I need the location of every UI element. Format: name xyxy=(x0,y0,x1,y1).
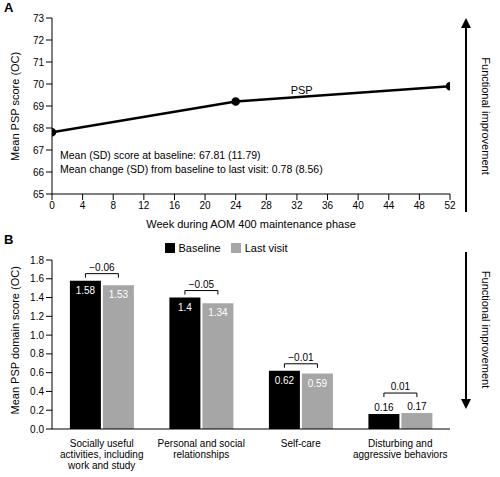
html-text:B: B xyxy=(4,232,14,247)
svg-text:Disturbing andaggressive behav: Disturbing andaggressive behaviors xyxy=(353,438,448,460)
svg-text:4: 4 xyxy=(80,200,86,211)
svg-text:0.4: 0.4 xyxy=(30,386,44,397)
svg-text:1.34: 1.34 xyxy=(208,307,228,318)
svg-text:70: 70 xyxy=(33,79,45,90)
svg-text:0.01: 0.01 xyxy=(391,381,411,392)
svg-text:66: 66 xyxy=(33,167,45,178)
svg-text:0.2: 0.2 xyxy=(30,405,44,416)
svg-text:12: 12 xyxy=(138,200,150,211)
svg-text:68: 68 xyxy=(33,123,45,134)
svg-text:40: 40 xyxy=(353,200,365,211)
html-text:Mean (SD) score at baseline: 6: Mean (SD) score at baseline: 67.81 (11.7… xyxy=(60,149,261,161)
svg-text:1.0: 1.0 xyxy=(30,330,44,341)
svg-text:−0.01: −0.01 xyxy=(288,352,314,363)
svg-text:32: 32 xyxy=(291,200,303,211)
svg-text:71: 71 xyxy=(33,57,45,68)
svg-text:Functional improvement: Functional improvement xyxy=(480,57,492,174)
svg-text:72: 72 xyxy=(33,35,45,46)
svg-text:−0.06: −0.06 xyxy=(89,262,115,273)
svg-text:48: 48 xyxy=(414,200,426,211)
svg-text:Mean PSP score (OC): Mean PSP score (OC) xyxy=(9,52,21,161)
svg-text:8: 8 xyxy=(110,200,116,211)
svg-text:0.8: 0.8 xyxy=(30,348,44,359)
html-text:A: A xyxy=(4,0,14,15)
svg-text:1.58: 1.58 xyxy=(76,285,96,296)
svg-text:16: 16 xyxy=(169,200,181,211)
svg-text:0.59: 0.59 xyxy=(308,378,328,389)
svg-text:0.0: 0.0 xyxy=(30,424,44,435)
svg-text:0: 0 xyxy=(49,200,55,211)
svg-text:−0.05: −0.05 xyxy=(189,279,215,290)
svg-text:Self-care: Self-care xyxy=(281,438,321,449)
svg-text:44: 44 xyxy=(383,200,395,211)
svg-text:1.2: 1.2 xyxy=(30,311,44,322)
html-text:Mean change (SD) from baseline: Mean change (SD) from baseline to last v… xyxy=(60,163,323,175)
svg-text:1.53: 1.53 xyxy=(109,289,129,300)
html-text:Baseline: Baseline xyxy=(178,242,221,254)
svg-text:Functional improvement: Functional improvement xyxy=(480,271,492,388)
svg-text:1.4: 1.4 xyxy=(30,292,44,303)
svg-text:Mean PSP domain score (OC): Mean PSP domain score (OC) xyxy=(9,266,21,414)
svg-text:1.6: 1.6 xyxy=(30,273,44,284)
svg-text:36: 36 xyxy=(322,200,334,211)
svg-text:0.16: 0.16 xyxy=(374,402,394,413)
html-text:Last visit: Last visit xyxy=(244,242,288,254)
svg-text:0.62: 0.62 xyxy=(275,375,295,386)
svg-text:65: 65 xyxy=(33,189,45,200)
svg-text:Personal and socialrelationshi: Personal and socialrelationships xyxy=(158,438,245,460)
svg-text:PSP: PSP xyxy=(291,84,313,96)
svg-text:28: 28 xyxy=(261,200,273,211)
svg-text:Week during AOM 400 maintenanc: Week during AOM 400 maintenance phase xyxy=(146,218,356,230)
svg-text:0.6: 0.6 xyxy=(30,367,44,378)
svg-text:52: 52 xyxy=(444,200,456,211)
svg-text:0.17: 0.17 xyxy=(407,401,427,412)
svg-text:67: 67 xyxy=(33,145,45,156)
svg-text:Socially usefulactivities, inc: Socially usefulactivities, includingwork… xyxy=(60,438,143,471)
svg-text:20: 20 xyxy=(200,200,212,211)
svg-text:73: 73 xyxy=(33,13,45,24)
svg-text:1.4: 1.4 xyxy=(178,302,192,313)
svg-text:1.8: 1.8 xyxy=(30,255,44,266)
svg-text:69: 69 xyxy=(33,101,45,112)
svg-text:24: 24 xyxy=(230,200,242,211)
